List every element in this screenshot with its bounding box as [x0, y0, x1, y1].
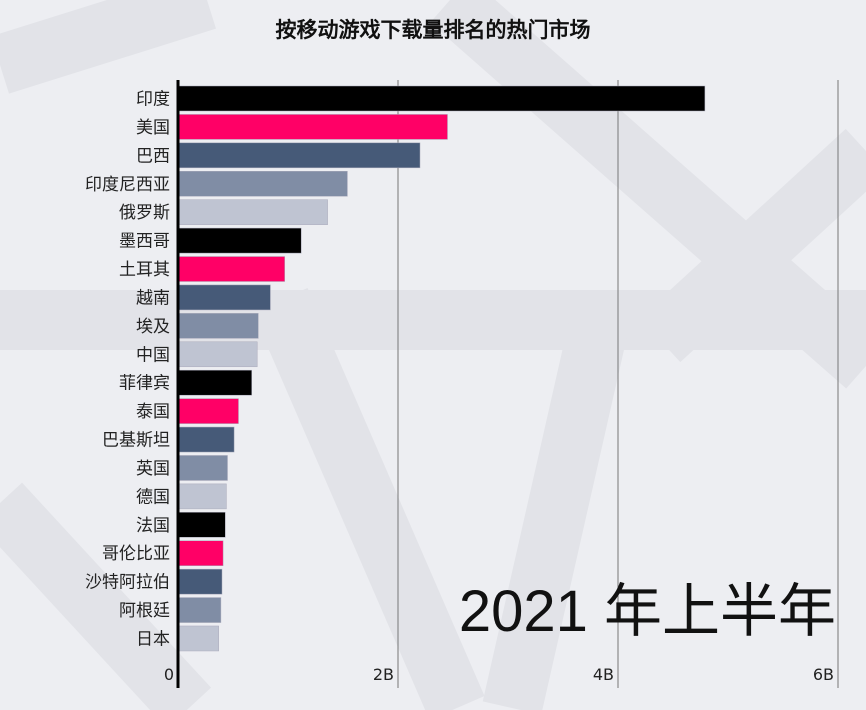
- x-tick-label: 2B: [373, 665, 394, 684]
- bar: [177, 284, 271, 311]
- category-label: 菲律宾: [119, 374, 170, 394]
- bar: [177, 540, 224, 566]
- category-label: 沙特阿拉伯: [85, 573, 170, 593]
- category-label: 日本: [136, 629, 170, 649]
- bar: [177, 85, 706, 112]
- bar: [177, 256, 285, 282]
- category-label: 印度: [136, 90, 170, 110]
- bar: [177, 114, 448, 140]
- bar: [177, 142, 421, 169]
- x-tick-label: 6B: [813, 665, 834, 684]
- bar: [177, 369, 252, 396]
- category-label: 美国: [136, 118, 170, 138]
- bar: [177, 227, 302, 254]
- category-label: 墨西哥: [119, 232, 170, 252]
- category-label: 土耳其: [119, 260, 170, 280]
- period-label: 2021 年上半年: [458, 579, 836, 644]
- bar: [177, 512, 226, 538]
- bar: [177, 597, 222, 623]
- chart-title: 按移动游戏下载量排名的热门市场: [275, 18, 591, 42]
- category-label: 德国: [136, 487, 170, 507]
- bar: [177, 483, 227, 510]
- category-label: 越南: [136, 288, 170, 308]
- bar: [177, 313, 259, 339]
- category-label: 英国: [136, 459, 170, 479]
- x-tick-label: 0: [164, 665, 174, 684]
- bar: [177, 455, 228, 481]
- category-label: 巴西: [136, 146, 170, 166]
- category-label: 哥伦比亚: [102, 544, 170, 564]
- bar: [177, 426, 235, 453]
- category-label: 阿根廷: [119, 601, 170, 621]
- category-label: 泰国: [136, 402, 170, 422]
- category-label: 埃及: [136, 317, 170, 337]
- bar: [177, 625, 219, 652]
- category-label: 巴基斯坦: [102, 431, 170, 451]
- bar: [177, 199, 328, 225]
- bar: [177, 398, 239, 424]
- bar: [177, 568, 223, 595]
- category-label: 印度尼西亚: [85, 175, 170, 195]
- bar: [177, 171, 348, 197]
- category-label: 俄罗斯: [119, 203, 170, 223]
- bar: [177, 341, 258, 368]
- category-label: 法国: [136, 516, 170, 536]
- x-tick-label: 4B: [593, 665, 614, 684]
- category-label: 中国: [136, 345, 170, 365]
